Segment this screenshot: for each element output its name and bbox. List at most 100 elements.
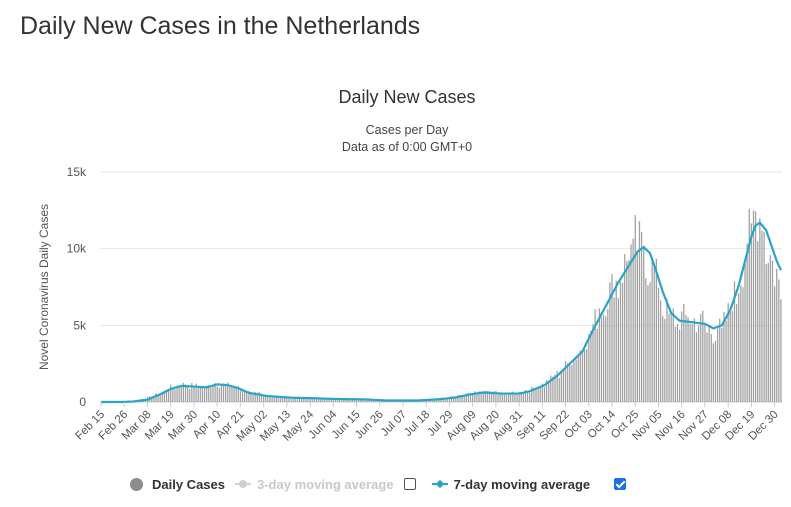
daily-case-bar	[708, 326, 710, 402]
daily-case-bar	[672, 308, 674, 402]
daily-case-bar	[740, 285, 742, 402]
chart-legend: Daily Cases 3-day moving average 7-day m…	[130, 473, 627, 495]
daily-case-bar	[303, 398, 305, 402]
daily-case-bar	[343, 399, 345, 402]
daily-case-bar	[738, 293, 740, 402]
daily-case-bar	[554, 374, 556, 402]
daily-case-bar	[214, 383, 216, 402]
daily-case-bar	[241, 389, 244, 402]
daily-case-bar	[716, 328, 719, 402]
daily-case-bar	[529, 392, 531, 402]
daily-case-bar	[526, 391, 529, 402]
daily-case-bar	[579, 350, 581, 402]
daily-case-bar	[750, 223, 753, 402]
seven-day-average-checkbox[interactable]	[614, 478, 627, 490]
daily-case-bar	[776, 268, 778, 402]
daily-case-bar	[313, 398, 315, 402]
daily-case-bar	[590, 331, 592, 402]
daily-case-bar	[461, 395, 463, 402]
daily-case-bar	[632, 238, 634, 402]
daily-case-bar	[358, 399, 360, 402]
daily-cases-marker-icon	[130, 477, 143, 491]
daily-case-bar	[607, 309, 609, 402]
daily-case-bar	[298, 398, 301, 402]
daily-case-bar	[484, 390, 486, 402]
daily-case-bar	[571, 364, 573, 402]
daily-case-bar	[638, 221, 641, 402]
legend-daily-cases[interactable]: Daily Cases	[130, 477, 225, 492]
daily-case-bar	[678, 329, 681, 402]
daily-case-bar	[163, 390, 166, 402]
daily-case-bar	[723, 311, 725, 402]
daily-case-bar	[539, 386, 541, 402]
daily-case-bar	[503, 392, 505, 402]
daily-case-bar	[771, 260, 774, 402]
daily-case-bar	[155, 393, 157, 402]
daily-case-bar	[178, 386, 180, 402]
daily-case-bar	[725, 320, 727, 402]
daily-case-bar	[239, 388, 242, 402]
daily-case-bar	[581, 351, 584, 402]
daily-case-bar	[769, 255, 772, 402]
daily-case-bar	[659, 300, 662, 402]
daily-case-bar	[759, 218, 761, 402]
daily-case-bar	[186, 385, 189, 402]
daily-case-bar	[505, 394, 508, 402]
daily-case-bar	[301, 397, 303, 402]
daily-case-bar	[256, 392, 258, 402]
daily-case-bar	[286, 398, 288, 402]
daily-case-bar	[167, 390, 170, 402]
daily-case-bar	[235, 387, 237, 402]
daily-case-bar	[364, 399, 366, 402]
daily-case-bar	[507, 393, 510, 402]
daily-case-bar	[355, 399, 358, 402]
daily-case-bar	[231, 386, 233, 402]
daily-case-bar	[326, 398, 328, 402]
daily-case-bar	[721, 328, 723, 402]
daily-case-bar	[651, 257, 653, 402]
daily-case-bar	[602, 314, 605, 402]
daily-case-bar	[683, 304, 685, 402]
daily-case-bar	[353, 399, 356, 402]
daily-case-bar	[636, 250, 638, 402]
daily-case-bar	[611, 274, 613, 402]
daily-case-bar	[522, 392, 524, 402]
three-day-average-checkbox[interactable]	[403, 478, 416, 490]
daily-case-bar	[592, 323, 594, 402]
legend-3day-average[interactable]: 3-day moving average	[235, 477, 394, 492]
daily-case-bar	[305, 397, 307, 402]
daily-case-bar	[347, 398, 349, 402]
daily-case-bar	[666, 298, 668, 402]
daily-case-bar	[543, 386, 546, 402]
daily-case-bar	[260, 393, 263, 402]
daily-cases-chart: Daily New Cases Cases per Day Data as of…	[37, 87, 782, 444]
daily-case-bar	[548, 382, 550, 402]
daily-case-bar	[244, 390, 246, 402]
daily-case-bar	[315, 398, 318, 402]
daily-case-bar	[193, 387, 195, 402]
daily-case-bar	[174, 389, 176, 402]
daily-case-bar	[748, 208, 750, 402]
daily-case-bar	[182, 382, 185, 402]
daily-case-bar	[704, 324, 706, 402]
daily-case-bar	[482, 393, 484, 402]
daily-case-bar	[662, 316, 664, 402]
daily-case-bar	[273, 396, 275, 402]
daily-case-bar	[700, 314, 702, 402]
chart-subtitle-1: Cases per Day	[366, 123, 449, 137]
daily-case-bar	[457, 395, 459, 402]
daily-case-bar	[229, 385, 231, 402]
daily-case-bar	[533, 387, 535, 402]
daily-case-bar	[668, 313, 670, 402]
daily-case-bar	[577, 354, 579, 402]
daily-case-bar	[199, 386, 201, 402]
legend-7day-average[interactable]: 7-day moving average	[431, 477, 590, 492]
daily-case-bar	[562, 369, 565, 402]
page-title: Daily New Cases in the Netherlands	[20, 12, 421, 40]
y-tick-label: 10k	[67, 242, 87, 256]
daily-case-bar	[615, 280, 617, 402]
daily-case-bar	[516, 394, 518, 402]
daily-case-bar	[311, 399, 313, 402]
x-tick-label: Jul 18	[402, 409, 432, 439]
daily-case-bar	[324, 398, 326, 402]
